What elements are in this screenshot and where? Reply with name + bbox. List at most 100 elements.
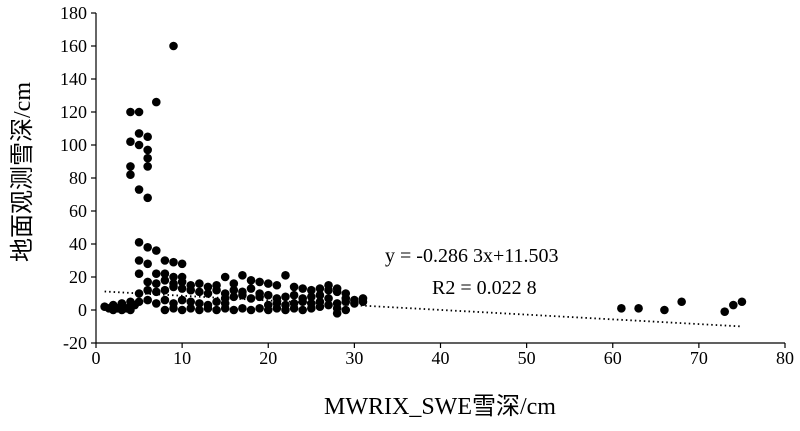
y-tick-label: -20	[63, 333, 87, 353]
data-point	[660, 305, 669, 315]
y-tick-label: 180	[60, 3, 87, 23]
y-tick-label: 20	[69, 267, 87, 287]
x-tick-label: 0	[92, 348, 101, 368]
data-point	[212, 305, 221, 315]
data-point	[677, 297, 686, 307]
data-point	[246, 294, 256, 303]
data-point	[177, 305, 187, 315]
data-point	[143, 295, 152, 305]
data-point	[720, 307, 730, 316]
data-point	[289, 282, 299, 292]
data-point	[143, 277, 152, 287]
data-point	[160, 256, 170, 265]
x-tick-label: 60	[604, 348, 622, 368]
data-point	[229, 285, 239, 295]
data-point	[315, 297, 325, 307]
data-point	[238, 290, 247, 300]
data-point	[332, 284, 342, 293]
data-point	[177, 259, 187, 269]
data-point	[169, 279, 178, 288]
data-point	[289, 290, 299, 300]
data-point	[298, 297, 308, 307]
data-point	[169, 257, 178, 267]
axes-layer: 0 10 20 30 40 50 60 70 80-2002040608010012014016…	[60, 3, 794, 368]
data-point	[307, 292, 316, 302]
x-tick-label: 50	[518, 348, 536, 368]
data-point	[134, 289, 144, 298]
data-point	[229, 279, 239, 288]
data-point	[255, 292, 264, 302]
data-point	[126, 137, 135, 146]
data-point	[195, 287, 204, 297]
data-point	[134, 140, 144, 150]
data-point	[634, 304, 643, 313]
data-point	[289, 299, 299, 308]
x-tick-label: 20	[259, 348, 277, 368]
y-axis-title: 地面观测雪深/cm	[9, 82, 36, 262]
y-tick-label: 60	[69, 201, 87, 221]
y-tick-label: 40	[69, 234, 87, 254]
data-point	[126, 107, 135, 117]
data-point	[281, 292, 290, 302]
data-point	[134, 185, 144, 194]
data-point	[143, 243, 152, 252]
data-point	[186, 297, 196, 307]
data-point	[143, 132, 152, 142]
data-point	[160, 305, 170, 315]
y-tick-label: 100	[60, 135, 87, 155]
data-point	[134, 256, 144, 265]
data-point	[281, 300, 290, 310]
x-axis-title: MWRIX_SWE雪深/cm	[324, 393, 556, 420]
data-point	[186, 304, 196, 313]
data-point	[151, 287, 161, 297]
x-tick-label: 30	[345, 348, 363, 368]
data-point	[134, 297, 144, 307]
data-point	[143, 285, 152, 295]
data-point	[126, 162, 135, 171]
data-point	[160, 295, 170, 305]
data-point	[203, 282, 213, 292]
data-point	[263, 290, 273, 300]
data-point	[315, 290, 325, 300]
data-point	[358, 297, 368, 307]
data-point	[255, 277, 264, 287]
data-point	[220, 272, 230, 282]
data-point	[229, 305, 239, 315]
data-point	[143, 193, 152, 203]
data-point	[324, 280, 333, 290]
data-point	[134, 269, 144, 279]
data-point	[307, 285, 316, 295]
data-point	[255, 304, 264, 313]
data-point	[341, 294, 351, 303]
data-point	[220, 294, 230, 303]
data-point	[281, 271, 290, 280]
y-tick-label: 140	[60, 69, 87, 89]
data-point	[350, 299, 359, 308]
trendline-layer	[104, 290, 742, 328]
x-tick-label: 80	[776, 348, 794, 368]
trendline-r2: R2 = 0.022 8	[432, 277, 537, 299]
data-point	[134, 129, 144, 138]
data-point	[151, 269, 161, 279]
data-point	[177, 284, 187, 293]
data-point	[203, 304, 213, 313]
data-point	[263, 279, 273, 288]
data-point	[151, 279, 161, 288]
data-point	[212, 297, 221, 307]
data-point	[169, 304, 178, 313]
data-point	[151, 246, 161, 255]
data-point	[272, 299, 282, 308]
data-point	[263, 300, 273, 310]
data-point	[177, 295, 187, 305]
data-point	[160, 269, 170, 279]
data-point	[229, 292, 239, 302]
data-point	[315, 284, 325, 293]
data-point	[160, 285, 170, 295]
data-point	[151, 97, 161, 107]
data-point	[332, 309, 342, 318]
data-point	[143, 162, 152, 171]
data-point	[737, 297, 747, 307]
data-point	[143, 153, 152, 163]
trendline	[104, 290, 742, 328]
